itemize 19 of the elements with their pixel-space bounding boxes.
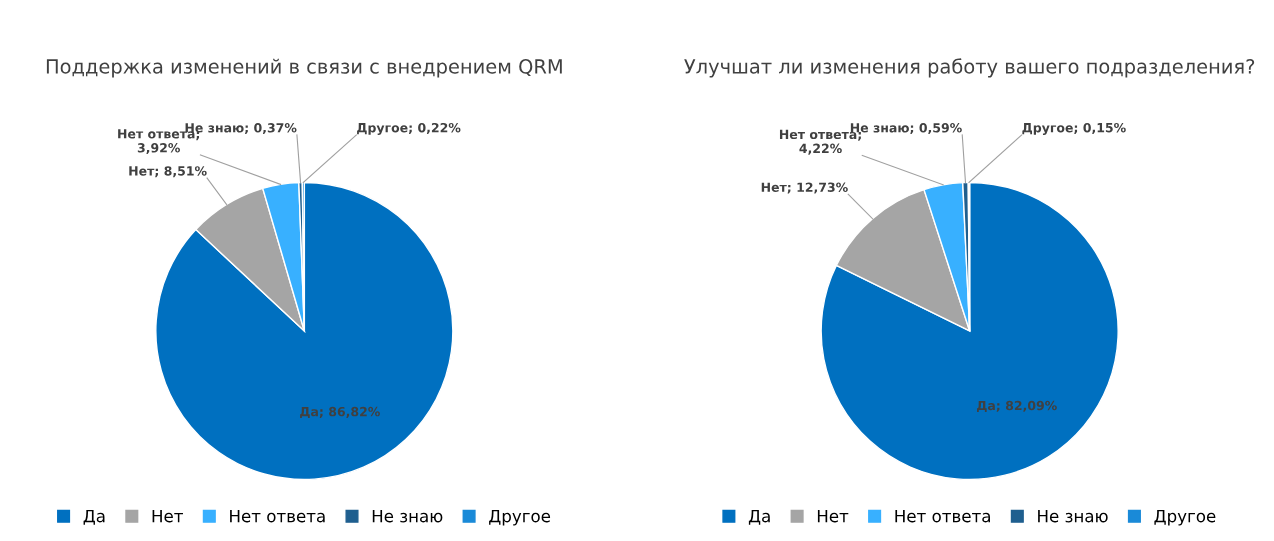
legend-label: Нет ответа <box>895 509 990 523</box>
data-label: Да; 82,09% <box>977 400 1057 413</box>
data-label: Да; 86,82% <box>300 406 380 419</box>
data-label: Нет; 8,51% <box>129 166 207 178</box>
legend-label: Не знаю <box>372 509 443 523</box>
legend-label: Другое <box>1154 509 1216 526</box>
data-label: Другое; 0,22% <box>357 122 461 135</box>
legend-label: Да <box>748 509 770 525</box>
legend-label: Нет ответа <box>230 509 325 523</box>
data-label: Нет; 12,73% <box>761 182 848 194</box>
pie-slice <box>155 181 454 481</box>
data-label: Другое; 0,15% <box>1022 122 1126 135</box>
legend-label: Нет <box>817 509 849 523</box>
legend-label: Нет <box>152 509 183 523</box>
legend-label: Другое <box>489 509 551 526</box>
chart-title: Улучшат ли изменения работу вашего подразделения? <box>684 58 1255 78</box>
legend-label: Не знаю <box>1038 509 1108 523</box>
legend-label: Да <box>83 509 105 525</box>
chart-title: Поддержка изменений в связи с внедрением QRM <box>46 58 562 78</box>
